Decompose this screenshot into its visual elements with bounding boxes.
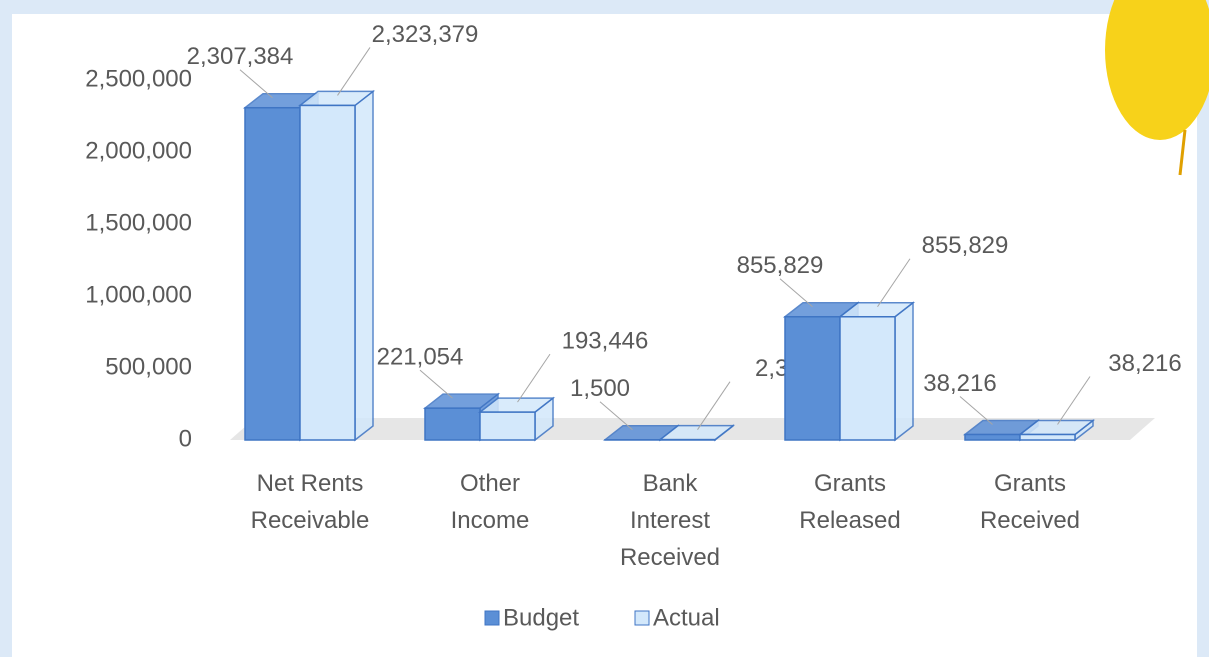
- value-label: 221,054: [377, 344, 464, 371]
- bar: [840, 317, 895, 440]
- y-tick-label: 0: [179, 425, 192, 452]
- bar: [480, 412, 535, 440]
- bar: [245, 108, 300, 440]
- legend-label: Actual: [653, 604, 720, 631]
- x-tick-label: Other Income: [430, 465, 550, 539]
- bar: [965, 434, 1020, 440]
- legend-swatch: [635, 611, 649, 625]
- bar: [785, 317, 840, 440]
- value-label: 1,500: [570, 375, 630, 402]
- x-tick-label: Net Rents Receivable: [250, 465, 370, 539]
- chart: 0 500,000 1,000,000 1,500,000 2,000,000 2,500…: [0, 0, 1209, 657]
- leader-line: [1058, 376, 1091, 424]
- leader-line: [420, 370, 453, 398]
- x-tick-label: Grants Released: [790, 465, 910, 539]
- x-tick-label: Grants Received: [970, 465, 1090, 539]
- legend-swatch: [485, 611, 499, 625]
- bar: [1020, 434, 1075, 440]
- value-label: 193,446: [562, 327, 649, 354]
- value-label: 855,829: [737, 252, 824, 279]
- x-tick-label: Bank Interest Received: [610, 465, 730, 576]
- y-tick-label: 500,000: [105, 353, 192, 380]
- chick: [1105, 0, 1209, 175]
- bar: [425, 408, 480, 440]
- leader-line: [878, 259, 911, 307]
- y-tick-label: 1,500,000: [85, 209, 192, 236]
- page: 0 500,000 1,000,000 1,500,000 2,000,000 2,500…: [0, 0, 1209, 657]
- value-label: 38,216: [923, 370, 996, 397]
- value-label: 855,829: [922, 232, 1009, 259]
- bar: [300, 105, 355, 440]
- y-tick-label: 1,000,000: [85, 281, 192, 308]
- value-label: 38,216: [1108, 350, 1181, 377]
- value-label: 2,323,379: [372, 21, 479, 48]
- value-label: 2,307,384: [187, 43, 294, 70]
- y-tick-label: 2,500,000: [85, 65, 192, 92]
- leader-line: [780, 279, 813, 307]
- leader-line: [240, 70, 273, 98]
- bar-side: [355, 91, 373, 440]
- bar-side: [895, 303, 913, 440]
- y-tick-label: 2,000,000: [85, 137, 192, 164]
- leader-line: [338, 47, 371, 95]
- legend-label: Budget: [503, 604, 579, 631]
- leader-line: [518, 354, 551, 402]
